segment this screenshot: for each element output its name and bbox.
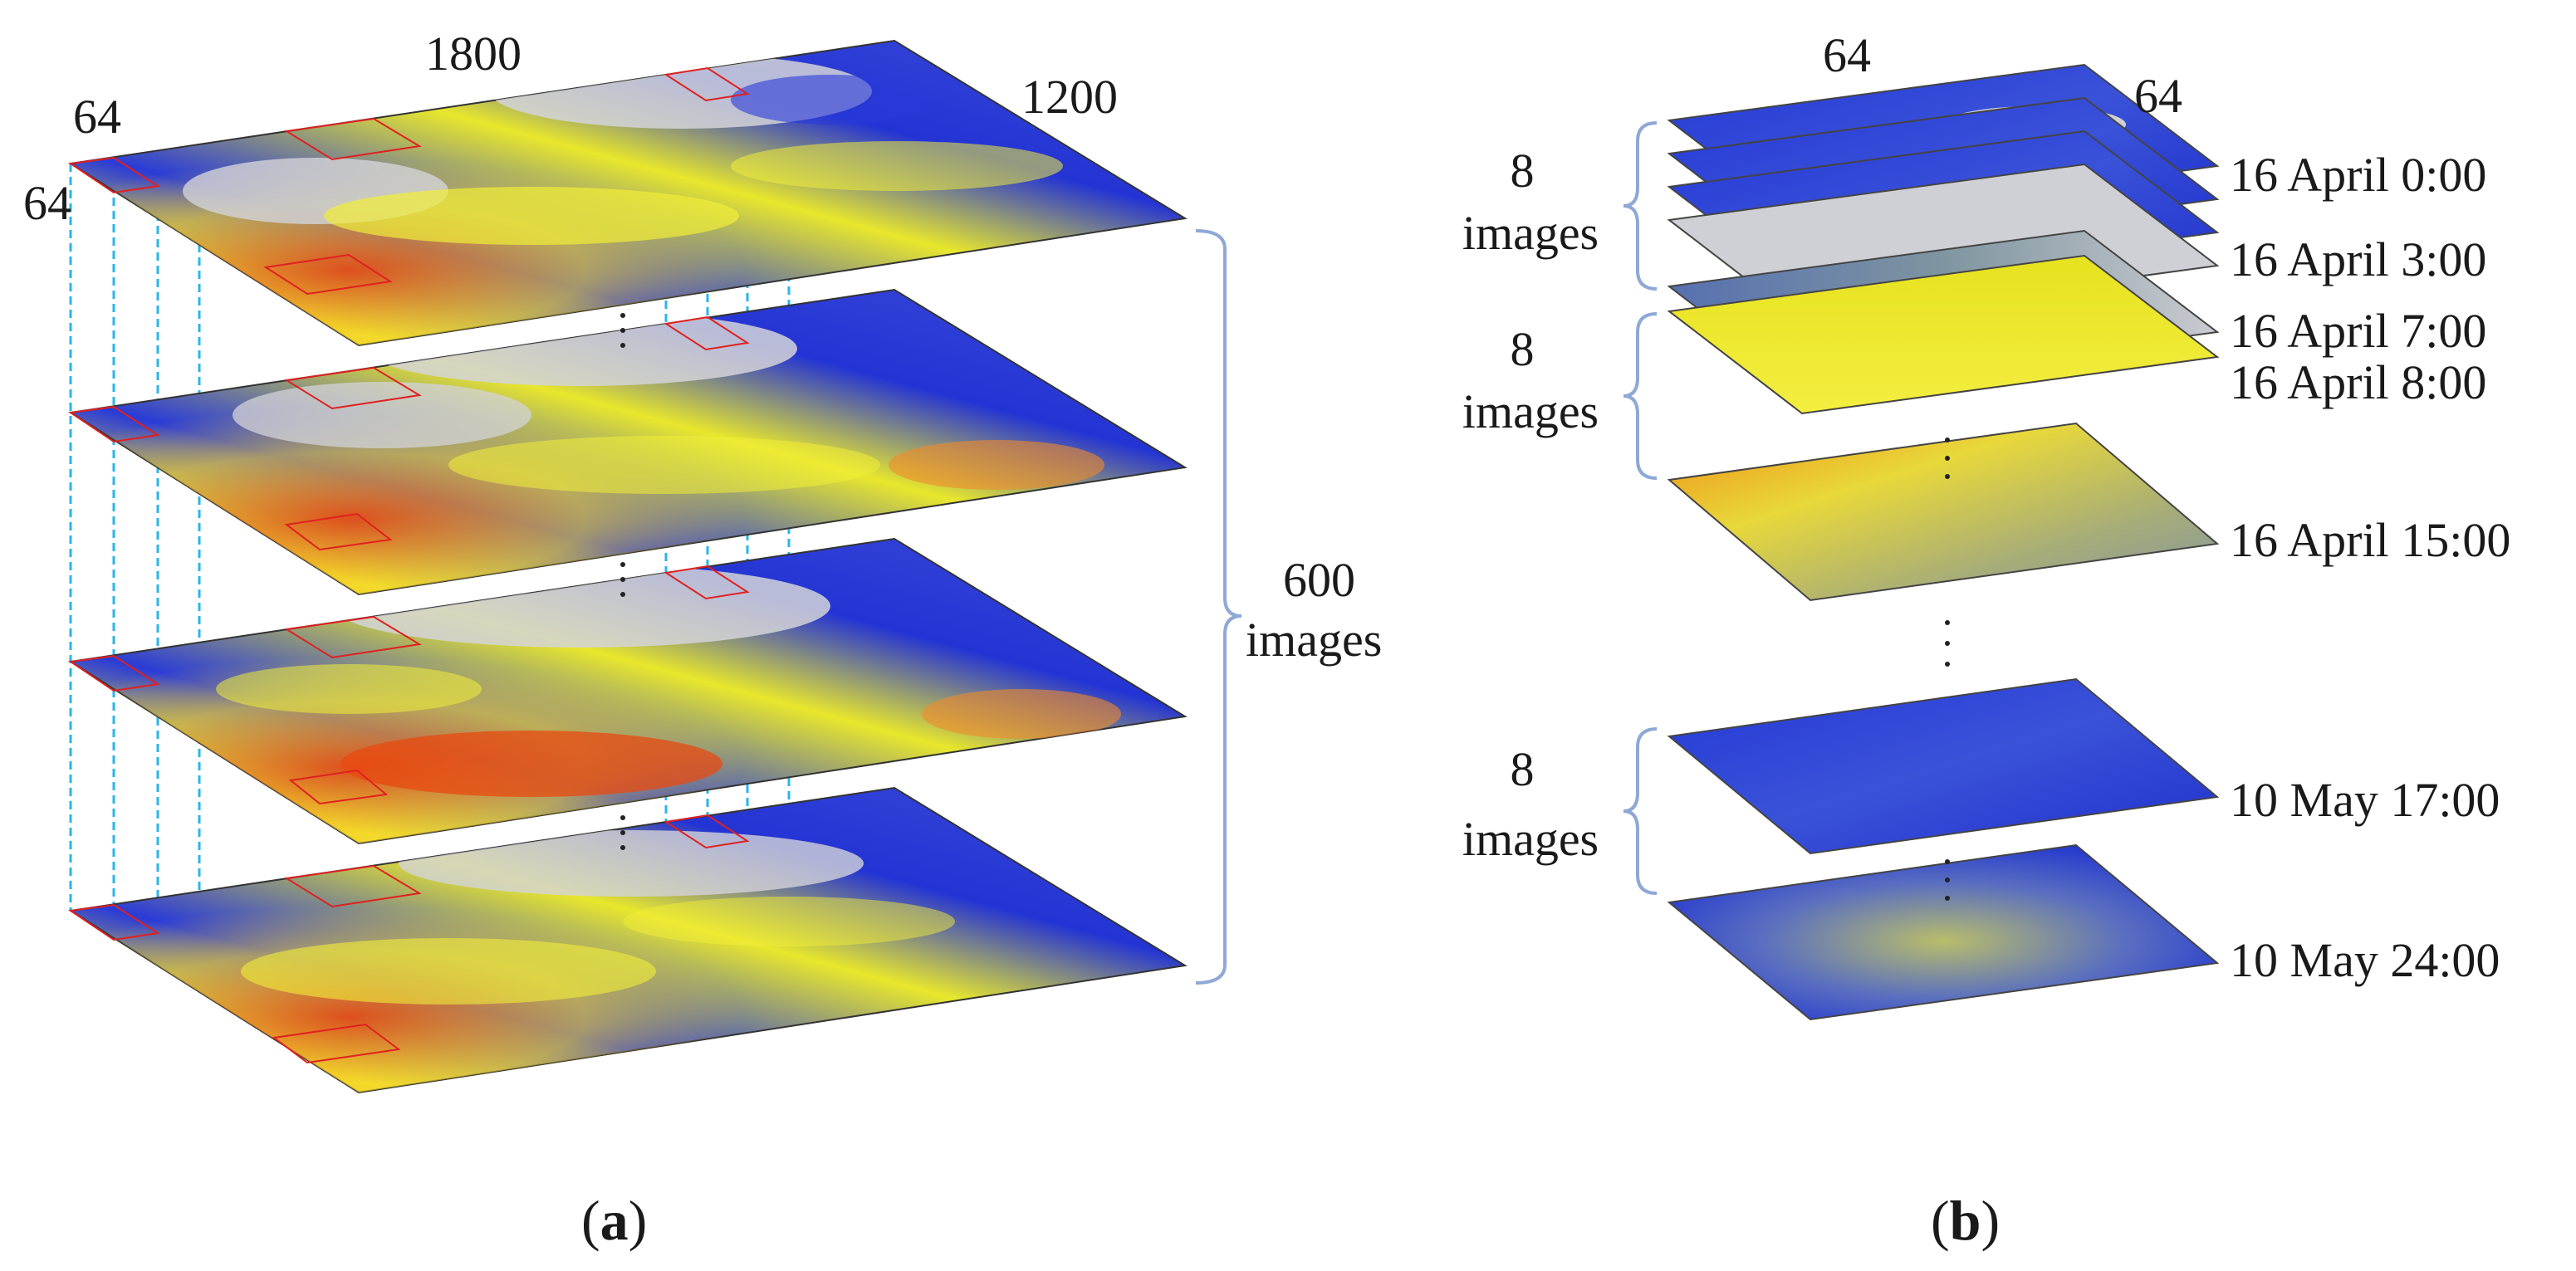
stack-unit-label: images — [1246, 613, 1382, 667]
dim-tile-side-label: 64 — [23, 176, 71, 230]
map-layer-2 — [68, 288, 1188, 596]
caption-a: (a) — [581, 1189, 647, 1252]
tile-group-1 — [1667, 63, 2220, 415]
dim-tile-top-label: 64 — [73, 90, 121, 144]
group-3-count: 8 — [1511, 742, 1535, 796]
time-label: 10 May 24:00 — [2230, 933, 2500, 987]
map-layer-4 — [68, 786, 1188, 1094]
time-label: 10 May 17:00 — [2230, 773, 2500, 827]
dim-depth-label: 1200 — [1021, 70, 1118, 124]
stack-brace — [1195, 229, 1242, 985]
tile-group-3 — [1667, 677, 2220, 1021]
map-layer-3 — [68, 537, 1188, 845]
time-label: 16 April 8:00 — [2230, 355, 2486, 409]
group-1-unit: images — [1462, 206, 1599, 260]
group-2-unit: images — [1462, 384, 1599, 438]
time-label: 16 April 0:00 — [2230, 148, 2486, 202]
tile-group-2 — [1667, 422, 2220, 602]
time-label: 16 April 3:00 — [2230, 232, 2486, 286]
dim-tile-top-label-b: 64 — [1823, 28, 1871, 82]
group-2-count: 8 — [1511, 322, 1535, 376]
group-3-unit: images — [1462, 812, 1599, 866]
stack-count-label: 600 — [1283, 553, 1355, 607]
dim-width-label: 1800 — [425, 27, 522, 81]
panel-b: 64 64 8 images 8 images 8 images 16 Apri… — [1462, 28, 2510, 1252]
caption-b: (b) — [1931, 1189, 2000, 1252]
group-brace-1 — [1623, 121, 1658, 291]
group-1-count: 8 — [1511, 144, 1535, 198]
dim-tile-side-label-b: 64 — [2134, 69, 2182, 123]
tile-continuation-dots — [1945, 438, 1950, 901]
stack-continuation-dots — [620, 313, 625, 850]
group-brace-3 — [1623, 727, 1658, 895]
group-brace-2 — [1623, 312, 1658, 480]
time-label: 16 April 15:00 — [2230, 513, 2510, 567]
panel-a: 1800 1200 64 64 600 images (a) — [23, 27, 1382, 1252]
time-label: 16 April 7:00 — [2230, 304, 2486, 358]
